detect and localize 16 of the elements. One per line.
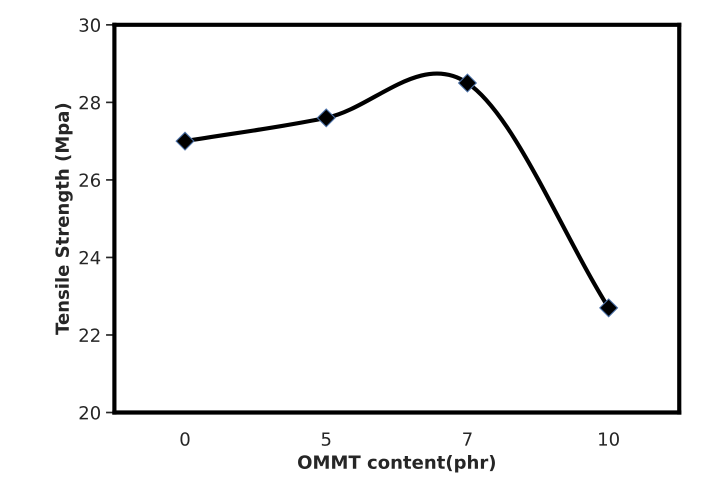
x-tick-label: 0 xyxy=(180,432,190,446)
x-axis-title: OMMT content(phr) xyxy=(298,454,495,472)
point xyxy=(176,132,194,151)
y-tick-label: 22 xyxy=(80,328,100,342)
y-tick-label: 24 xyxy=(80,250,100,264)
y-axis-title: Tensile Strength (Mpa) xyxy=(55,104,73,335)
y-tick-label: 26 xyxy=(80,173,100,188)
x-tick-label: 10 xyxy=(599,432,619,446)
y-tick-label: 30 xyxy=(80,18,100,32)
point xyxy=(599,298,618,318)
point xyxy=(458,74,477,92)
y-tick-label: 28 xyxy=(80,96,100,110)
x-tick-label: 5 xyxy=(322,432,330,446)
y-tick-label: 20 xyxy=(80,406,100,420)
x-tick-label: 7 xyxy=(463,432,472,446)
point xyxy=(316,108,336,128)
